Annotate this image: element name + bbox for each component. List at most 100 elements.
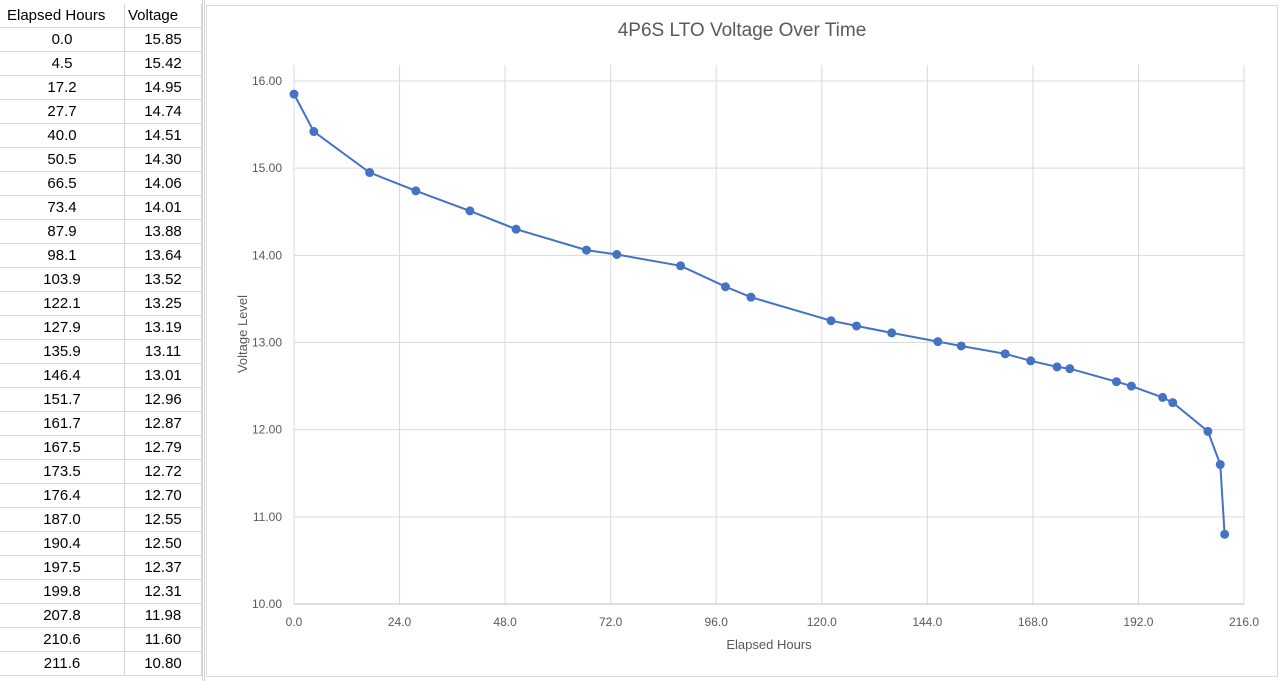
data-point [365,168,375,178]
header-cell-voltage[interactable]: Voltage [125,4,202,28]
series-line [293,93,1226,535]
cell-elapsed-hours[interactable]: 173.5 [0,460,125,484]
cell-voltage[interactable]: 14.01 [125,196,202,220]
cell-elapsed-hours[interactable]: 103.9 [0,268,125,292]
y-tick-label: 15.00 [252,161,282,175]
cell-voltage[interactable]: 13.52 [125,268,202,292]
cell-elapsed-hours[interactable]: 211.6 [0,652,125,676]
data-point [612,249,622,259]
data-point [581,245,591,255]
cell-voltage[interactable]: 15.85 [125,28,202,52]
cell-elapsed-hours[interactable]: 122.1 [0,292,125,316]
data-point [1168,398,1178,408]
cell-voltage[interactable]: 11.60 [125,628,202,652]
data-point [956,341,966,351]
cell-voltage[interactable]: 13.19 [125,316,202,340]
plot-svg: 0.0 24.0 48.0 72.0 96.0 120.0 144.0 168.0 192.0 2… [252,65,1259,629]
cell-voltage[interactable]: 12.31 [125,580,202,604]
cell-voltage[interactable]: 13.64 [125,244,202,268]
data-point [933,337,943,347]
y-tick-label: 13.00 [252,336,282,350]
cell-elapsed-hours[interactable]: 176.4 [0,484,125,508]
y-tick-label: 12.00 [252,423,282,437]
cell-elapsed-hours[interactable]: 50.5 [0,148,125,172]
x-tick-label: 0.0 [286,615,303,629]
cell-voltage[interactable]: 12.79 [125,436,202,460]
cell-elapsed-hours[interactable]: 127.9 [0,316,125,340]
cell-elapsed-hours[interactable]: 66.5 [0,172,125,196]
cell-voltage[interactable]: 12.96 [125,388,202,412]
cell-voltage[interactable]: 15.42 [125,52,202,76]
x-tick-label: 120.0 [807,615,837,629]
cell-voltage[interactable]: 12.37 [125,556,202,580]
header-cell-elapsed-hours[interactable]: Elapsed Hours [0,4,125,28]
data-point [676,261,686,271]
data-point [1052,362,1062,372]
cell-elapsed-hours[interactable]: 199.8 [0,580,125,604]
cell-voltage[interactable]: 12.50 [125,532,202,556]
cell-elapsed-hours[interactable]: 151.7 [0,388,125,412]
x-tick-label: 192.0 [1123,615,1153,629]
cell-elapsed-hours[interactable]: 73.4 [0,196,125,220]
x-tick-label: 144.0 [912,615,942,629]
cell-voltage[interactable]: 14.30 [125,148,202,172]
data-point [887,328,897,338]
cell-elapsed-hours[interactable]: 0.0 [0,28,125,52]
data-point [826,316,836,326]
x-tick-label: 24.0 [388,615,412,629]
data-point [720,282,730,292]
cell-voltage[interactable]: 14.74 [125,100,202,124]
cell-elapsed-hours[interactable]: 40.0 [0,124,125,148]
cell-elapsed-hours[interactable]: 210.6 [0,628,125,652]
data-point [511,224,521,234]
cell-voltage[interactable]: 14.51 [125,124,202,148]
cell-voltage[interactable]: 13.11 [125,340,202,364]
spreadsheet: Elapsed Hours Voltage 0.0 15.85 4.5 15.42 17.2… [0,0,203,681]
cell-voltage[interactable]: 12.55 [125,508,202,532]
data-point [1126,381,1136,391]
cell-elapsed-hours[interactable]: 27.7 [0,100,125,124]
cell-elapsed-hours[interactable]: 146.4 [0,364,125,388]
cell-voltage[interactable]: 14.95 [125,76,202,100]
cell-elapsed-hours[interactable]: 135.9 [0,340,125,364]
cell-voltage[interactable]: 13.25 [125,292,202,316]
x-tick-label: 48.0 [493,615,517,629]
y-tick-label: 16.00 [252,74,282,88]
cell-voltage[interactable]: 10.80 [125,652,202,676]
cell-elapsed-hours[interactable]: 190.4 [0,532,125,556]
cell-elapsed-hours[interactable]: 4.5 [0,52,125,76]
data-point [852,321,862,331]
x-axis-label: Elapsed Hours [726,637,812,652]
cell-voltage[interactable]: 13.01 [125,364,202,388]
data-point [1026,356,1036,366]
data-point [1000,349,1010,359]
y-tick-label: 14.00 [252,248,282,262]
data-point [1203,426,1213,436]
spreadsheet-column-divider [202,0,205,681]
data-point [289,89,299,99]
cell-elapsed-hours[interactable]: 207.8 [0,604,125,628]
cell-elapsed-hours[interactable]: 17.2 [0,76,125,100]
cell-elapsed-hours[interactable]: 87.9 [0,220,125,244]
y-tick-label: 10.00 [252,597,282,611]
data-point [309,127,319,137]
cell-elapsed-hours[interactable]: 167.5 [0,436,125,460]
data-point [1111,377,1121,387]
cell-voltage[interactable]: 12.70 [125,484,202,508]
data-point [746,292,756,302]
cell-elapsed-hours[interactable]: 98.1 [0,244,125,268]
cell-voltage[interactable]: 12.72 [125,460,202,484]
chart-area[interactable]: 4P6S LTO Voltage Over Time 0.0 24.0 48.0 72… [206,5,1278,677]
cell-elapsed-hours[interactable]: 161.7 [0,412,125,436]
data-point [411,186,421,196]
cell-voltage[interactable]: 11.98 [125,604,202,628]
cell-voltage[interactable]: 13.88 [125,220,202,244]
cell-elapsed-hours[interactable]: 187.0 [0,508,125,532]
data-point [465,206,475,216]
data-point [1065,364,1075,374]
cell-voltage[interactable]: 12.87 [125,412,202,436]
data-point [1215,460,1225,470]
x-tick-label: 168.0 [1018,615,1048,629]
cell-voltage[interactable]: 14.06 [125,172,202,196]
cell-elapsed-hours[interactable]: 197.5 [0,556,125,580]
